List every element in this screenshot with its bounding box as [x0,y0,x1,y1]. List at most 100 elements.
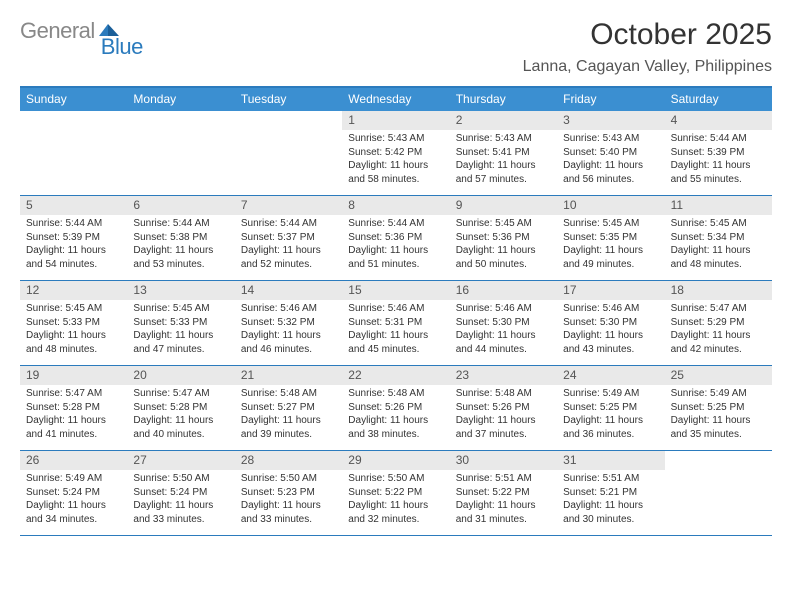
sunset-line: Sunset: 5:22 PM [348,486,443,500]
daylight-line: Daylight: 11 hours and 39 minutes. [241,414,336,441]
sunset-line: Sunset: 5:38 PM [133,231,228,245]
sunset-line: Sunset: 5:25 PM [671,401,766,415]
day-number: 15 [342,281,449,300]
day-number: 23 [450,366,557,385]
calendar-week: ...1Sunrise: 5:43 AMSunset: 5:42 PMDayli… [20,111,772,196]
sunset-line: Sunset: 5:37 PM [241,231,336,245]
calendar-cell: 14Sunrise: 5:46 AMSunset: 5:32 PMDayligh… [235,281,342,365]
day-number: 16 [450,281,557,300]
sunrise-line: Sunrise: 5:48 AM [241,387,336,401]
page-title: October 2025 [523,18,772,52]
header: General Blue October 2025 Lanna, Cagayan… [20,18,772,76]
day-info: Sunrise: 5:51 AMSunset: 5:21 PMDaylight:… [557,470,664,530]
calendar-week: 19 Sunrise: 5:47 AM Sunset: 5:28 PM Dayligh… [20,366,772,451]
calendar-cell: 6Sunrise: 5:44 AMSunset: 5:38 PMDaylight… [127,196,234,280]
day-info: Sunrise: 5:44 AMSunset: 5:38 PMDaylight:… [127,215,234,275]
calendar-cell: . [235,111,342,195]
logo-text-1: General [20,18,95,44]
daylight-line: Daylight: 11 hours and 43 minutes. [563,329,658,356]
day-info: Sunrise: 5:48 AMSunset: 5:26 PMDaylight:… [450,385,557,445]
daylight-line: Daylight: 11 hours and 54 minutes. [26,244,121,271]
sunrise-line: Sunrise: 5:44 AM [26,217,121,231]
sunrise-line: Sunrise: 5:45 AM [456,217,551,231]
sunrise-line: Sunrise: 5:51 AM [563,472,658,486]
weekday-header: Monday [127,88,234,111]
daylight-line: Daylight: 11 hours and 31 minutes. [456,499,551,526]
day-info: Sunrise: 5:44 AMSunset: 5:36 PMDaylight:… [342,215,449,275]
calendar-cell: 2Sunrise: 5:43 AMSunset: 5:41 PMDaylight… [450,111,557,195]
calendar-cell: 26Sunrise: 5:49 AMSunset: 5:24 PMDayligh… [20,451,127,535]
calendar-cell: 22Sunrise: 5:48 AMSunset: 5:26 PMDayligh… [342,366,449,450]
daylight-line: Daylight: 11 hours and 57 minutes. [456,159,551,186]
day-info: Sunrise: 5:46 AMSunset: 5:30 PMDaylight:… [557,300,664,360]
sunrise-line: Sunrise: 5:46 AM [456,302,551,316]
weekday-header: Tuesday [235,88,342,111]
day-info: Sunrise: 5:51 AMSunset: 5:22 PMDaylight:… [450,470,557,530]
calendar-cell: 31Sunrise: 5:51 AMSunset: 5:21 PMDayligh… [557,451,664,535]
calendar-week: 12Sunrise: 5:45 AMSunset: 5:33 PMDayligh… [20,281,772,366]
calendar-cell: 25Sunrise: 5:49 AMSunset: 5:25 PMDayligh… [665,366,772,450]
sunset-line: Sunset: 5:31 PM [348,316,443,330]
sunrise-line: Sunrise: 5:46 AM [241,302,336,316]
daylight-line: Daylight: 11 hours and 47 minutes. [133,329,228,356]
sunset-line: Sunset: 5:22 PM [456,486,551,500]
day-info: Sunrise: 5:49 AMSunset: 5:25 PMDaylight:… [665,385,772,445]
calendar-cell: 12Sunrise: 5:45 AMSunset: 5:33 PMDayligh… [20,281,127,365]
daylight-line: Daylight: 11 hours and 35 minutes. [671,414,766,441]
calendar-cell: 29Sunrise: 5:50 AMSunset: 5:22 PMDayligh… [342,451,449,535]
day-number: 30 [450,451,557,470]
calendar-cell: 16Sunrise: 5:46 AMSunset: 5:30 PMDayligh… [450,281,557,365]
day-number: 31 [557,451,664,470]
sunrise-line: Sunrise: 5:45 AM [563,217,658,231]
logo: General Blue [20,18,143,44]
sunrise-line: Sunrise: 5:50 AM [348,472,443,486]
sunrise-line: Sunrise: 5:43 AM [456,132,551,146]
day-info: Sunrise: 5:45 AMSunset: 5:34 PMDaylight:… [665,215,772,275]
sunset-line: Sunset: 5:30 PM [563,316,658,330]
day-info: Sunrise: 5:43 AMSunset: 5:40 PMDaylight:… [557,130,664,190]
daylight-line: Daylight: 11 hours and 48 minutes. [26,329,121,356]
day-number: 13 [127,281,234,300]
calendar-cell: 10Sunrise: 5:45 AMSunset: 5:35 PMDayligh… [557,196,664,280]
sunset-line: Sunset: 5:35 PM [563,231,658,245]
sunset-line: Sunset: 5:41 PM [456,146,551,160]
day-info: Sunrise: 5:46 AMSunset: 5:31 PMDaylight:… [342,300,449,360]
sunrise-line: Sunrise: 5:44 AM [348,217,443,231]
daylight-line: Daylight: 11 hours and 36 minutes. [563,414,658,441]
sunrise-line: Sunrise: 5:50 AM [241,472,336,486]
sunrise-line: Sunrise: 5:45 AM [133,302,228,316]
calendar-cell: 15Sunrise: 5:46 AMSunset: 5:31 PMDayligh… [342,281,449,365]
daylight-line: Daylight: 11 hours and 50 minutes. [456,244,551,271]
sunrise-line: Sunrise: 5:47 AM [671,302,766,316]
sunrise-line: Sunrise: 5:49 AM [26,472,121,486]
sunrise-line: Sunrise: 5:46 AM [563,302,658,316]
day-number: 11 [665,196,772,215]
daylight-line: Daylight: 11 hours and 41 minutes. [26,414,121,441]
sunset-line: Sunset: 5:32 PM [241,316,336,330]
day-number: 28 [235,451,342,470]
sunset-line: Sunset: 5:24 PM [26,486,121,500]
daylight-line: Daylight: 11 hours and 34 minutes. [26,499,121,526]
calendar: SundayMondayTuesdayWednesdayThursdayFrid… [20,86,772,536]
daylight-line: Daylight: 11 hours and 56 minutes. [563,159,658,186]
daylight-line: Daylight: 11 hours and 42 minutes. [671,329,766,356]
weekday-header: Saturday [665,88,772,111]
day-info: Sunrise: 5:44 AMSunset: 5:39 PMDaylight:… [20,215,127,275]
calendar-cell: 3Sunrise: 5:43 AMSunset: 5:40 PMDaylight… [557,111,664,195]
day-number: 4 [665,111,772,130]
sunset-line: Sunset: 5:26 PM [456,401,551,415]
sunrise-line: Sunrise: 5:50 AM [133,472,228,486]
daylight-line: Daylight: 11 hours and 45 minutes. [348,329,443,356]
sunset-line: Sunset: 5:28 PM [133,401,228,415]
day-info: Sunrise: 5:50 AMSunset: 5:24 PMDaylight:… [127,470,234,530]
sunrise-line: Sunrise: 5:47 AM [26,387,121,401]
sunrise-line: Sunrise: 5:49 AM [563,387,658,401]
day-number: 7 [235,196,342,215]
daylight-line: Daylight: 11 hours and 46 minutes. [241,329,336,356]
day-number: 19 [20,366,127,385]
sunrise-line: Sunrise: 5:49 AM [671,387,766,401]
day-info: Sunrise: 5:48 AMSunset: 5:27 PMDaylight:… [235,385,342,445]
daylight-line: Daylight: 11 hours and 32 minutes. [348,499,443,526]
calendar-cell: . [20,111,127,195]
logo-text-2: Blue [101,34,143,60]
